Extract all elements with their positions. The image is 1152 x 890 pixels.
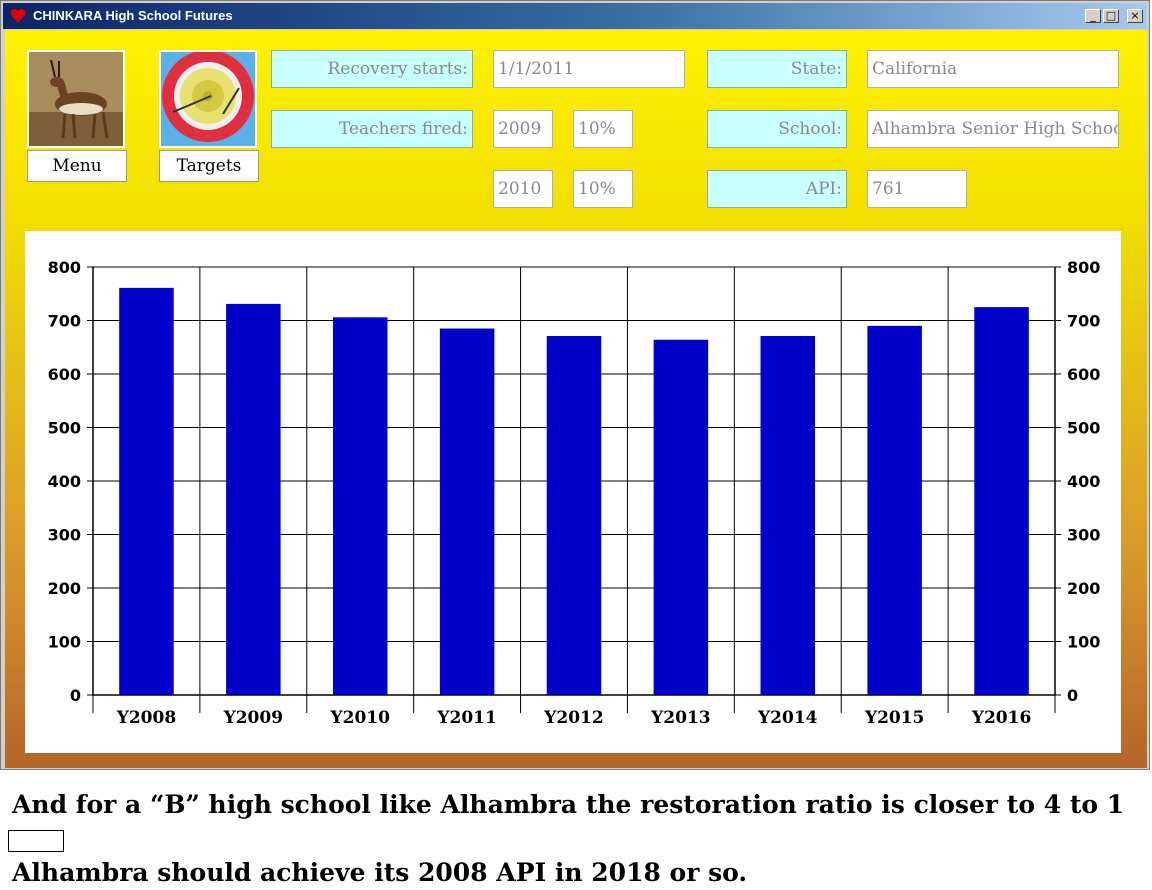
y-tick-label-right: 500 [1067,419,1100,438]
targets-button[interactable]: Targets [159,150,259,182]
teachers-fired-label: Teachers fired: [271,110,473,148]
x-tick-label: Y2012 [543,708,603,728]
caption-line-2: Alhambra should achieve its 2008 API in … [12,858,748,887]
y-tick-label-left: 700 [48,312,81,331]
bar [974,307,1029,695]
y-tick-label-left: 0 [70,686,81,705]
y-tick-label-left: 800 [48,258,81,277]
api-field[interactable]: 761 [867,170,967,208]
x-tick-label: Y2013 [650,708,710,728]
close-button[interactable]: × [1127,9,1143,23]
menu-button[interactable]: Menu [27,150,127,182]
app-window: CHINKARA High School Futures _ □ × Menu [0,0,1150,770]
recovery-starts-label: Recovery starts: [271,50,473,88]
y-tick-label-right: 800 [1067,258,1100,277]
api-chart: 0 0 100 100 200 200 300 300 400 400 500 500 600 600 70… [25,231,1121,753]
y-tick-label-right: 0 [1067,686,1078,705]
fired-year-2-field[interactable]: 2010 [493,170,553,208]
y-tick-label-right: 200 [1067,579,1100,598]
y-tick-label-right: 100 [1067,633,1100,652]
x-tick-label: Y2014 [757,708,818,728]
bar [439,328,495,695]
bar [226,303,281,695]
bar [119,287,174,695]
y-tick-label-right: 300 [1067,526,1100,545]
caption: And for a “B” high school like Alhambra … [12,788,1142,890]
school-field[interactable]: Alhambra Senior High School [867,110,1119,148]
fired-pct-2-field[interactable]: 10% [573,170,633,208]
bar [760,336,816,695]
minimize-button[interactable]: _ [1085,9,1101,23]
gazelle-icon [29,52,123,146]
y-tick-label-left: 300 [48,526,81,545]
fired-year-1-field[interactable]: 2009 [493,110,553,148]
title-bar: CHINKARA High School Futures _ □ × [3,3,1147,29]
y-tick-label-left: 400 [48,472,81,491]
x-tick-label: Y2008 [116,708,176,728]
bar [653,339,709,695]
window-title: CHINKARA High School Futures [33,8,233,23]
y-tick-label-left: 200 [48,579,81,598]
chart-svg: 0 0 100 100 200 200 300 300 400 400 500 500 600 600 70… [48,258,1101,728]
school-label: School: [707,110,847,148]
y-tick-label-left: 100 [48,633,81,652]
y-tick-label-right: 400 [1067,472,1100,491]
y-tick-label-left: 500 [48,419,81,438]
state-label: State: [707,50,847,88]
x-tick-label: Y2011 [436,708,496,728]
bar [546,336,602,695]
maximize-button[interactable]: □ [1103,9,1119,23]
menu-image[interactable] [27,50,125,148]
x-tick-label: Y2010 [329,708,390,728]
recovery-starts-field[interactable]: 1/1/2011 [493,50,685,88]
audio-icon[interactable] [8,830,64,852]
y-tick-label-left: 600 [48,365,81,384]
y-tick-label-right: 600 [1067,365,1100,384]
fired-pct-1-field[interactable]: 10% [573,110,633,148]
api-label: API: [707,170,847,208]
x-tick-label: Y2009 [223,708,283,728]
targets-image[interactable] [159,50,257,148]
caption-line-1: And for a “B” high school like Alhambra … [12,790,1125,853]
state-field[interactable]: California [867,50,1119,88]
y-tick-label-right: 700 [1067,312,1100,331]
target-icon [161,52,255,146]
x-tick-label: Y2016 [971,708,1031,728]
heart-icon [10,8,26,23]
bar [867,325,922,695]
x-tick-label: Y2015 [864,708,924,728]
bar [332,317,388,695]
